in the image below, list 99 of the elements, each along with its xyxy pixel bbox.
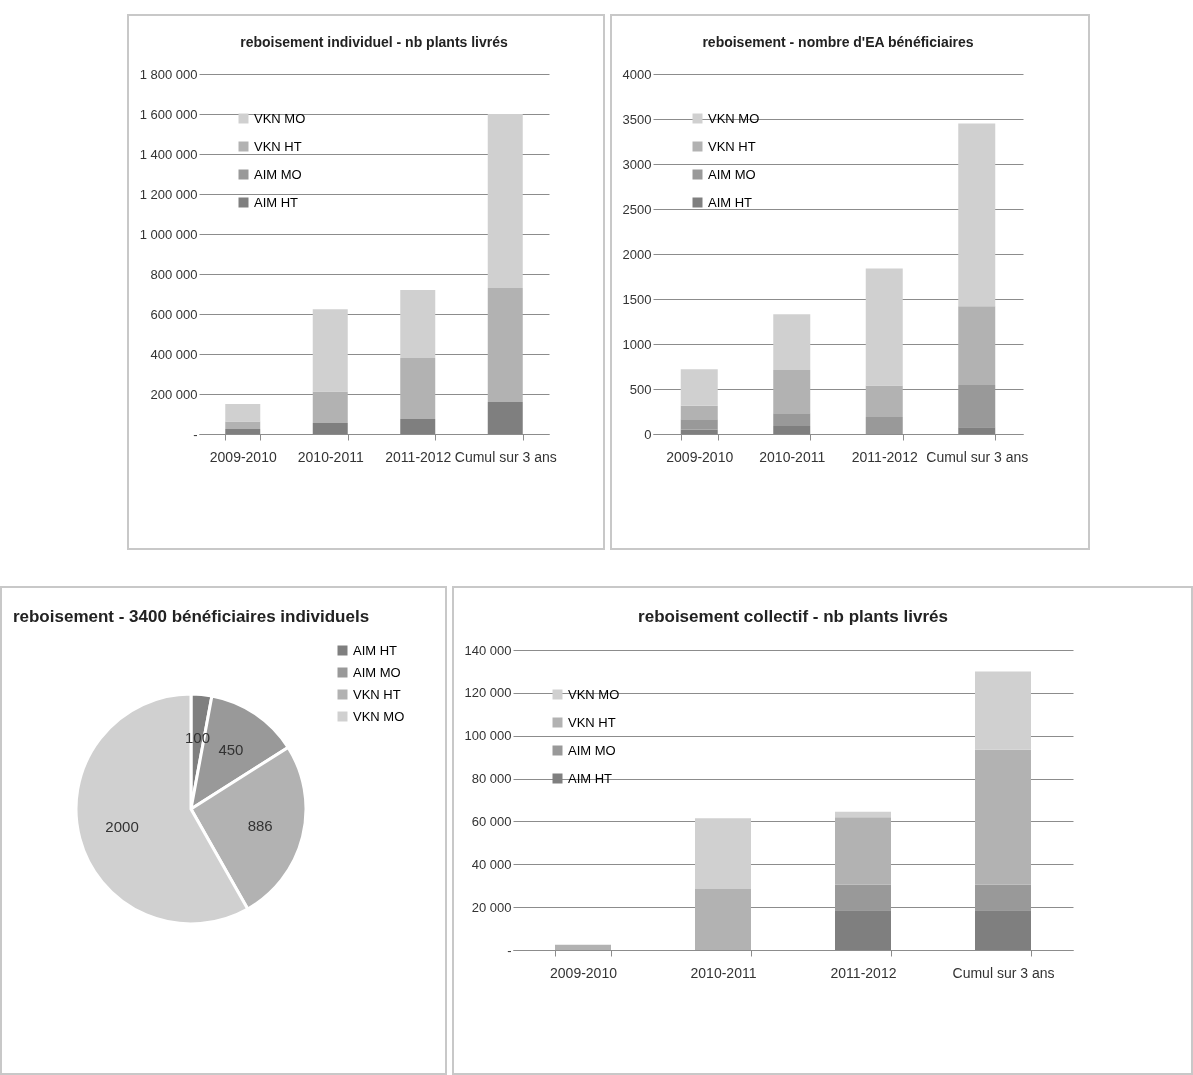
bar <box>225 404 261 422</box>
legend-label: AIM HT <box>254 194 299 210</box>
y-tick-label: 2500 <box>622 201 652 217</box>
bar <box>975 671 1031 750</box>
x-tick-label: 2010-2011 <box>690 964 757 981</box>
y-tick-label: 40 000 <box>471 856 512 872</box>
y-tick-label: 80 000 <box>471 771 512 787</box>
y-tick-label: 0 <box>644 426 652 442</box>
data-label: 2000 <box>105 818 139 836</box>
bar <box>680 405 718 420</box>
bar <box>975 884 1031 911</box>
x-tick-label: Cumul sur 3 ans <box>952 964 1055 981</box>
y-tick-label: 500 <box>629 381 652 397</box>
y-tick-label: 60 000 <box>471 813 512 829</box>
data-label: 886 <box>247 817 273 835</box>
legend-label: AIM MO <box>353 664 401 680</box>
bar <box>975 749 1031 885</box>
legend-label: VKN HT <box>568 714 616 730</box>
y-tick-label: 1 600 000 <box>139 106 198 122</box>
bar <box>958 123 996 307</box>
bar <box>835 817 891 885</box>
legend-label: AIM HT <box>353 642 398 658</box>
x-tick-label: 2010-2011 <box>759 448 826 465</box>
y-tick-label: - <box>193 426 198 442</box>
bar <box>312 423 348 434</box>
bar <box>695 818 751 889</box>
bar <box>773 370 811 414</box>
bar <box>400 290 436 358</box>
legend-label: AIM MO <box>568 742 616 758</box>
y-tick-label: 800 000 <box>150 266 198 282</box>
bar <box>225 429 261 434</box>
y-tick-label: 120 000 <box>464 685 512 701</box>
x-tick-label: 2009-2010 <box>550 964 618 981</box>
y-tick-label: 4000 <box>622 66 652 82</box>
bar <box>312 391 348 423</box>
y-tick-label: 200 000 <box>150 386 198 402</box>
chart-title: reboisement individuel - nb plants livrés <box>240 34 509 50</box>
bar <box>555 944 611 950</box>
bar <box>773 413 811 426</box>
x-tick-label: 2011-2012 <box>851 448 918 465</box>
legend-label: VKN HT <box>353 686 401 702</box>
bar <box>695 888 751 950</box>
x-tick-label: 2011-2012 <box>830 964 897 981</box>
bar <box>680 419 718 430</box>
legend-label: AIM MO <box>708 166 756 182</box>
legend-label: VKN HT <box>708 138 756 154</box>
y-tick-label: 3500 <box>622 111 652 127</box>
legend-label: VKN MO <box>353 708 405 724</box>
y-tick-label: 140 000 <box>464 642 512 658</box>
bar <box>958 384 996 428</box>
bar <box>312 309 348 392</box>
bar <box>225 421 261 429</box>
legend-label: VKN MO <box>568 686 620 702</box>
x-tick-label: Cumul sur 3 ans <box>454 448 557 465</box>
x-tick-label: Cumul sur 3 ans <box>926 448 1029 465</box>
bar <box>487 288 523 402</box>
bar <box>487 402 523 434</box>
y-tick-label: 1500 <box>622 291 652 307</box>
legend-label: AIM MO <box>254 166 302 182</box>
bar <box>975 910 1031 950</box>
bar <box>835 910 891 950</box>
y-tick-label: 1000 <box>622 336 652 352</box>
y-tick-label: 1 200 000 <box>139 186 198 202</box>
bar <box>400 419 436 434</box>
bar <box>400 358 436 419</box>
bar <box>487 114 523 288</box>
bar <box>680 369 718 406</box>
legend-label: VKN MO <box>708 110 760 126</box>
x-tick-label: 2011-2012 <box>385 448 452 465</box>
y-tick-label: - <box>507 942 512 958</box>
y-tick-label: 1 400 000 <box>139 146 198 162</box>
y-tick-label: 1 000 000 <box>139 226 198 242</box>
bar <box>958 427 996 434</box>
y-tick-label: 2000 <box>622 246 652 262</box>
y-tick-label: 3000 <box>622 156 652 172</box>
y-tick-label: 600 000 <box>150 306 198 322</box>
x-tick-label: 2009-2010 <box>666 448 734 465</box>
chart-title: reboisement collectif - nb plants livrés <box>638 607 948 626</box>
legend-label: VKN HT <box>254 138 302 154</box>
x-tick-label: 2010-2011 <box>297 448 364 465</box>
chart-title: reboisement - nombre d'EA bénéficiaires <box>702 34 974 50</box>
bar <box>865 385 903 417</box>
bar <box>835 811 891 818</box>
bar <box>773 425 811 434</box>
legend-label: AIM HT <box>568 770 613 786</box>
legend-label: VKN MO <box>254 110 306 126</box>
data-label: 450 <box>218 740 244 758</box>
bar <box>835 884 891 911</box>
y-tick-label: 400 000 <box>150 346 198 362</box>
bar <box>773 314 811 371</box>
bar <box>865 268 903 386</box>
legend-label: AIM HT <box>708 194 753 210</box>
y-tick-label: 100 000 <box>464 728 512 744</box>
chart-title: reboisement - 3400 bénéficiaires individuels <box>12 607 370 626</box>
x-tick-label: 2009-2010 <box>209 448 277 465</box>
bar <box>865 416 903 434</box>
y-tick-label: 1 800 000 <box>139 66 198 82</box>
y-tick-label: 20 000 <box>471 899 512 915</box>
bar <box>958 306 996 385</box>
